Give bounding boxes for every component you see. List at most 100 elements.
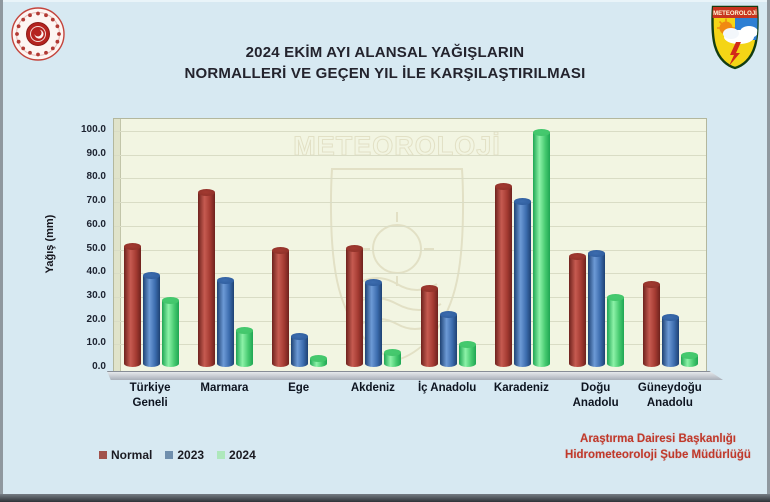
legend-item: Normal xyxy=(99,448,152,462)
legend-swatch xyxy=(165,451,174,459)
credit-line-1: Araştırma Dairesi Başkanlığı xyxy=(580,433,736,445)
category-label: Türkiye Geneli xyxy=(129,382,171,409)
legend-item: 2024 xyxy=(217,448,256,462)
y-tick-label: 40.0 xyxy=(86,266,106,278)
bar-2023 xyxy=(216,277,234,367)
bar-top-cap xyxy=(494,183,512,191)
bar-top-cap xyxy=(532,128,550,136)
gridline xyxy=(114,296,706,298)
bar-2023 xyxy=(291,332,309,367)
y-tick-label: 10.0 xyxy=(86,337,106,349)
plot-area: METEOROLOJİ xyxy=(113,118,707,371)
bar-normal xyxy=(569,253,587,367)
category-label: Karadeniz xyxy=(493,382,549,394)
bar-2024 xyxy=(235,326,253,367)
bar-top-cap xyxy=(588,249,606,257)
frame-edge-left xyxy=(0,0,3,502)
category-label: Doğu Anadolu xyxy=(572,382,619,409)
bar-top-cap xyxy=(310,355,328,363)
bar-top-cap xyxy=(346,245,364,252)
bar-2024 xyxy=(310,355,328,367)
bar-2024 xyxy=(681,351,699,367)
gridline xyxy=(114,178,706,180)
bar-2024 xyxy=(458,341,476,367)
bar-normal xyxy=(346,245,364,367)
bar-2023 xyxy=(142,272,160,367)
y-axis-title: Yağış (mm) xyxy=(44,214,56,274)
y-tick-label: 90.0 xyxy=(86,147,106,159)
bar-top-cap xyxy=(569,253,587,261)
bar-top-cap xyxy=(681,351,699,359)
bar-2023 xyxy=(513,197,531,367)
bar-normal xyxy=(197,189,215,367)
bar-top-cap xyxy=(420,285,438,293)
bar-2024 xyxy=(384,349,402,367)
y-tick-label: 70.0 xyxy=(86,195,106,207)
bar-2023 xyxy=(439,311,457,367)
y-tick-label: 20.0 xyxy=(86,313,106,325)
bar-top-cap xyxy=(197,189,215,197)
chart-title-line1: 2024 EKİM AYI ALANSAL YAĞIŞLARIN xyxy=(245,44,525,61)
legend-label: 2024 xyxy=(229,448,256,462)
bar-top-cap xyxy=(272,247,290,255)
category-label: Marmara xyxy=(200,382,249,394)
bar-normal xyxy=(272,247,290,367)
frame-edge-top xyxy=(0,0,770,2)
y-tick-label: 60.0 xyxy=(86,218,106,230)
gridline xyxy=(114,131,706,132)
bar-top-cap xyxy=(123,242,141,250)
legend-label: 2023 xyxy=(177,448,205,462)
gridline xyxy=(114,225,706,227)
shield-logo-label: METEOROLOJİ xyxy=(713,10,757,17)
bar-top-cap xyxy=(291,332,309,340)
plot-floor xyxy=(107,371,723,380)
bar-2024 xyxy=(161,297,179,367)
gridline xyxy=(114,320,706,322)
category-label: Akdeniz xyxy=(350,382,395,394)
legend-item: 2023 xyxy=(165,448,204,462)
bar-top-cap xyxy=(513,197,531,205)
category-label: Güneydoğu Anadolu xyxy=(637,382,702,409)
bar-top-cap xyxy=(607,293,625,301)
bar-top-cap xyxy=(216,277,234,284)
bar-top-cap xyxy=(161,297,179,305)
legend: Normal 2023 2024 xyxy=(99,448,256,462)
bar-normal xyxy=(420,285,438,367)
y-tick-label: 100.0 xyxy=(80,124,106,135)
chart-title: 2024 EKİM AYI ALANSAL YAĞIŞLARIN NORMALL… xyxy=(0,42,770,84)
credit-line-2: Hidrometeoroloji Şube Müdürlüğü xyxy=(565,449,751,461)
bar-top-cap xyxy=(235,326,253,334)
gridline xyxy=(114,202,706,204)
bar-normal xyxy=(643,280,661,367)
bar-top-cap xyxy=(662,313,680,321)
gridline xyxy=(114,249,706,251)
legend-swatch xyxy=(99,451,107,459)
legend-label: Normal xyxy=(111,448,153,462)
bar-top-cap xyxy=(643,280,661,288)
y-tick-label: 0.0 xyxy=(92,361,106,372)
bar-2023 xyxy=(588,249,606,367)
category-label: Ege xyxy=(288,382,310,394)
bar-2024 xyxy=(607,293,625,367)
legend-swatch xyxy=(217,451,226,459)
frame-edge-bottom xyxy=(0,494,770,502)
frame-edge-right xyxy=(767,0,770,502)
ministry-seal-icon xyxy=(11,7,65,66)
bars-layer xyxy=(114,119,706,367)
meteorology-shield-icon: METEOROLOJİ xyxy=(709,4,761,75)
category-label: İç Anadolu xyxy=(417,382,477,394)
bar-2023 xyxy=(662,313,680,367)
bar-top-cap xyxy=(384,349,402,357)
bar-top-cap xyxy=(365,279,383,287)
bar-2023 xyxy=(365,279,383,367)
gridline xyxy=(114,154,706,156)
bar-top-cap xyxy=(458,341,476,348)
y-tick-label: 80.0 xyxy=(86,171,106,183)
y-tick-label: 50.0 xyxy=(86,242,106,254)
bar-normal xyxy=(494,183,512,367)
credit-text: Araştırma Dairesi Başkanlığı Hidrometeor… xyxy=(538,431,770,463)
gridline xyxy=(114,344,706,346)
gridline xyxy=(114,273,706,275)
bar-top-cap xyxy=(142,272,160,280)
